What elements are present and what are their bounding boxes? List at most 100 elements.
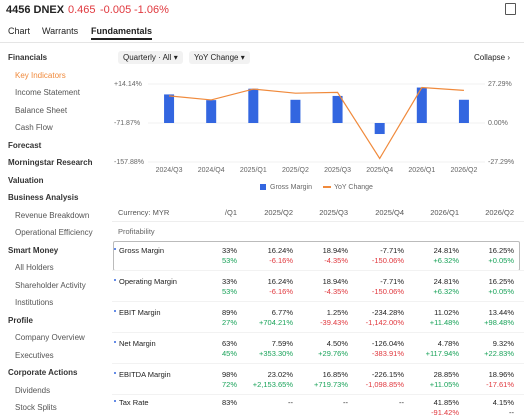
- x-tick-label: 2026/Q1: [408, 167, 435, 174]
- sidebar-item[interactable]: Stock Splits: [15, 403, 57, 412]
- tab[interactable]: Chart: [8, 26, 31, 36]
- bar: [164, 94, 175, 123]
- sidebar-item[interactable]: Shareholder Activity: [15, 280, 86, 290]
- yoy: +11.05%: [429, 380, 459, 389]
- divider: [112, 301, 524, 302]
- value: 4.50%: [326, 339, 348, 348]
- yoy: 27%: [221, 318, 237, 327]
- value: --: [288, 398, 293, 407]
- bullet: [114, 279, 116, 281]
- divider: [112, 270, 524, 271]
- yoy: +98.48%: [484, 318, 514, 327]
- column-header: 2025/Q2: [264, 208, 293, 217]
- value: 24.81%: [433, 246, 459, 255]
- sidebar-item[interactable]: Executives: [15, 350, 54, 360]
- x-tick-label: 2025/Q3: [324, 167, 351, 174]
- sidebar-section[interactable]: Smart Money: [8, 245, 59, 255]
- column-header: 2025/Q4: [375, 208, 404, 217]
- value: 89%: [221, 308, 237, 317]
- yoy: +22.83%: [484, 349, 514, 358]
- yoy: -383.91%: [371, 349, 404, 358]
- bar: [290, 99, 301, 123]
- yoy: +353.30%: [259, 349, 293, 358]
- divider: [112, 363, 524, 364]
- yoy: +6.32%: [433, 287, 459, 296]
- change: -0.005: [100, 4, 132, 16]
- sidebar-item[interactable]: Dividends: [15, 385, 51, 395]
- row-label: Net Margin: [119, 339, 156, 348]
- x-tick-label: 2025/Q4: [366, 167, 393, 174]
- x-tick-label: 2025/Q2: [282, 167, 309, 174]
- value: 16.24%: [267, 246, 293, 255]
- column-header: 2026/Q2: [485, 208, 514, 217]
- yoy: 72%: [221, 380, 237, 389]
- value: 7.59%: [271, 339, 293, 348]
- period-select[interactable]: Quarterly · All ▾: [118, 51, 183, 64]
- divider: [0, 42, 524, 43]
- divider: [112, 332, 524, 333]
- yoy: 53%: [221, 287, 237, 296]
- yoy: 45%: [221, 349, 237, 358]
- collapse-button[interactable]: Collapse ›: [474, 53, 511, 62]
- sidebar-item[interactable]: Operational Efficiency: [15, 228, 93, 237]
- value: 16.25%: [488, 246, 514, 255]
- value: -7.71%: [380, 246, 404, 255]
- value: 33%: [221, 246, 237, 255]
- collapse-icon[interactable]: [505, 3, 516, 15]
- bar: [458, 99, 469, 123]
- chart: -157.88% -71.87% +14.14% -27.29% 0.00% 27.29%…: [114, 81, 514, 191]
- y-tick-label: -71.87%: [114, 120, 140, 127]
- value: 41.85%: [433, 398, 459, 407]
- sidebar-item[interactable]: Institutions: [15, 298, 54, 307]
- line: [169, 86, 464, 160]
- yoy: -150.06%: [371, 256, 404, 265]
- sidebar-item[interactable]: All Holders: [15, 263, 54, 272]
- tab[interactable]: Fundamentals: [91, 26, 153, 40]
- sidebar-item[interactable]: Cash Flow: [15, 123, 53, 132]
- metric-select[interactable]: YoY Change ▾: [189, 51, 250, 64]
- value: 1.25%: [326, 308, 348, 317]
- y2-tick-label: 0.00%: [488, 120, 508, 127]
- sidebar-section[interactable]: Business Analysis: [8, 193, 79, 202]
- yoy: -17.61%: [486, 380, 514, 389]
- sidebar-item[interactable]: Revenue Breakdown: [15, 210, 90, 220]
- value: --: [399, 398, 404, 407]
- column-header: 2025/Q3: [319, 208, 348, 217]
- value: 18.96%: [488, 370, 514, 379]
- value: -126.04%: [371, 339, 404, 348]
- sidebar-section[interactable]: Valuation: [8, 175, 44, 185]
- yoy: -4.35%: [324, 256, 348, 265]
- tab[interactable]: Warrants: [42, 26, 79, 36]
- sidebar-section[interactable]: Forecast: [8, 140, 42, 150]
- value: 18.94%: [322, 246, 348, 255]
- divider: [112, 394, 524, 395]
- sidebar-section[interactable]: Profile: [8, 315, 33, 325]
- legend-label: YoY Change: [334, 184, 373, 191]
- column-header: 2026/Q1: [430, 208, 459, 217]
- sidebar-item[interactable]: Balance Sheet: [15, 105, 68, 115]
- value: 83%: [221, 398, 237, 407]
- row-label: Tax Rate: [119, 398, 149, 407]
- value: --: [343, 398, 348, 407]
- period: Quarterly · All: [123, 53, 172, 62]
- yoy: -6.16%: [269, 256, 293, 265]
- yoy: -1,142.00%: [365, 318, 404, 327]
- y-tick-label: +14.14%: [114, 81, 142, 88]
- yoy: -1,098.85%: [365, 380, 404, 389]
- sidebar: Financials Key Indicators Income Statement…: [0, 49, 110, 417]
- value: 11.02%: [434, 308, 459, 317]
- metric: YoY Change: [194, 53, 239, 62]
- sidebar-item[interactable]: Key Indicators: [15, 70, 66, 80]
- value: 16.85%: [322, 370, 348, 379]
- sidebar-item[interactable]: Income Statement: [15, 88, 80, 97]
- sidebar-section[interactable]: Corporate Actions: [8, 368, 78, 377]
- yoy: +719.73%: [314, 380, 348, 389]
- yoy: 53%: [221, 256, 237, 265]
- row-label: EBITDA Margin: [119, 370, 171, 379]
- value: 9.32%: [492, 339, 514, 348]
- sidebar-section[interactable]: Financials: [8, 53, 48, 62]
- sidebar-section[interactable]: Morningstar Research: [8, 158, 93, 167]
- sidebar-item[interactable]: Company Overview: [15, 333, 85, 342]
- bar: [206, 100, 217, 123]
- price: 0.465: [68, 4, 96, 16]
